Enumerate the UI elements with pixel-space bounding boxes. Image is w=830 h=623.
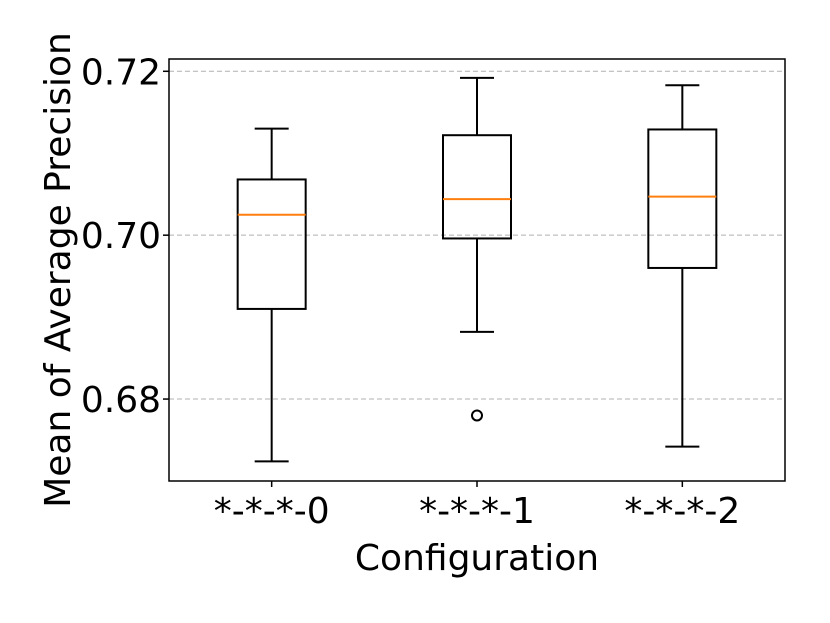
x-tick-label: *-*-*-2 — [624, 491, 740, 532]
y-tick-label: 0.68 — [81, 380, 161, 421]
flier-point — [471, 409, 483, 422]
x-axis-label: Configuration — [355, 538, 599, 579]
box-series — [236, 76, 718, 463]
y-axis-ticks: 0.68 0.70 0.72 — [81, 52, 169, 421]
box-1 — [442, 76, 512, 422]
y-tick-label: 0.70 — [81, 216, 161, 257]
x-tick-label: *-*-*-1 — [419, 491, 535, 532]
box-iqr — [236, 178, 307, 310]
box-2 — [647, 84, 718, 448]
box-iqr — [647, 128, 718, 269]
x-tick-label: *-*-*-0 — [214, 491, 330, 532]
y-axis-label: Mean of Average Precision — [38, 32, 79, 508]
y-tick-label: 0.72 — [81, 52, 161, 93]
x-axis-ticks: *-*-*-0 *-*-*-1 *-*-*-2 — [214, 481, 740, 532]
box-0 — [236, 127, 307, 463]
box-iqr — [442, 134, 512, 240]
